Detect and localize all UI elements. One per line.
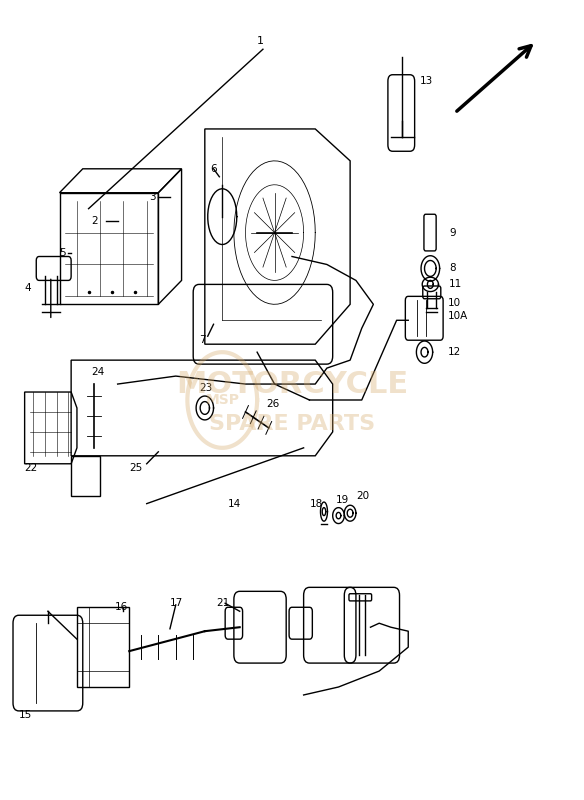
Text: MSP: MSP xyxy=(205,393,239,407)
Text: 17: 17 xyxy=(170,598,183,608)
Text: 21: 21 xyxy=(217,598,230,608)
Text: 20: 20 xyxy=(356,490,369,501)
Text: 14: 14 xyxy=(228,498,241,509)
Text: 9: 9 xyxy=(449,227,456,238)
Text: 18: 18 xyxy=(310,498,323,509)
Text: 4: 4 xyxy=(25,283,32,294)
Text: 6: 6 xyxy=(211,164,217,174)
Text: 22: 22 xyxy=(25,462,38,473)
Text: 8: 8 xyxy=(449,263,456,274)
Text: 16: 16 xyxy=(114,602,128,612)
Text: 5: 5 xyxy=(60,247,66,258)
Text: 25: 25 xyxy=(129,462,142,473)
Text: 26: 26 xyxy=(266,399,279,409)
Text: 10: 10 xyxy=(448,298,461,308)
Text: MOTORCYCLE: MOTORCYCLE xyxy=(176,370,408,398)
Text: 23: 23 xyxy=(199,383,212,393)
Text: 24: 24 xyxy=(92,367,105,377)
Text: 3: 3 xyxy=(150,192,157,202)
Text: 12: 12 xyxy=(448,347,461,357)
Text: 2: 2 xyxy=(92,216,98,226)
Text: SPARE PARTS: SPARE PARTS xyxy=(209,414,375,434)
Text: 7: 7 xyxy=(199,335,206,346)
Text: 15: 15 xyxy=(19,710,32,720)
Text: 19: 19 xyxy=(336,494,349,505)
Text: 11: 11 xyxy=(449,279,462,290)
Text: 1: 1 xyxy=(257,36,264,46)
Text: 10A: 10A xyxy=(448,311,468,322)
Text: 13: 13 xyxy=(420,76,433,86)
